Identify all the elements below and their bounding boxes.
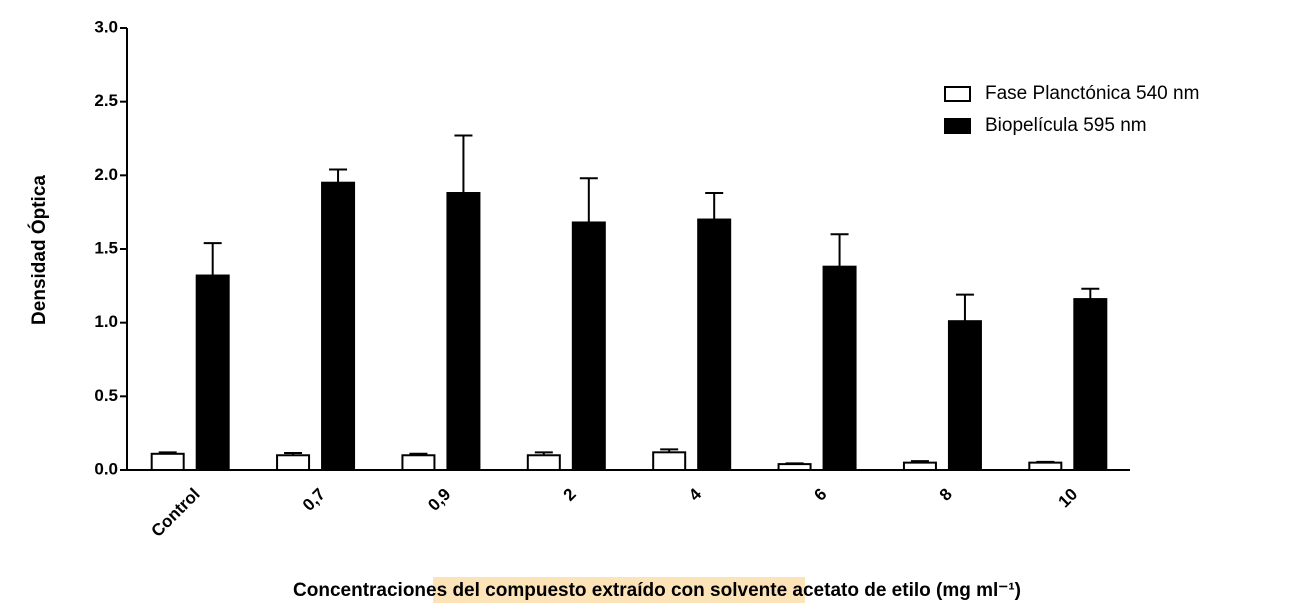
y-axis-label: Densidad Óptica <box>28 175 50 325</box>
bar <box>150 452 185 472</box>
bar <box>1073 298 1108 471</box>
bar <box>697 218 732 471</box>
y-tick-label: 2.0 <box>94 165 118 184</box>
y-tick-label: 1.5 <box>94 238 118 257</box>
bar <box>571 221 606 471</box>
y-tick-label: 0.0 <box>94 459 118 478</box>
legend-label: Biopelícula 595 nm <box>985 115 1147 136</box>
legend-swatch <box>944 118 971 134</box>
text-highlight <box>433 577 805 603</box>
bar <box>947 320 982 471</box>
x-tick-label: 4 <box>685 484 706 505</box>
y-tick-label: 1.0 <box>94 312 118 331</box>
y-tick-label: 0.5 <box>94 386 118 405</box>
x-tick-label: 10 <box>1054 485 1081 512</box>
bar <box>1028 461 1063 471</box>
y-tick-label: 3.0 <box>94 17 118 36</box>
bar <box>446 192 481 471</box>
bar <box>321 181 356 471</box>
bar <box>822 265 857 471</box>
bar <box>276 454 311 471</box>
x-tick-label: 8 <box>936 485 956 505</box>
x-tick-label: Control <box>148 485 204 541</box>
bar <box>902 461 937 471</box>
bar <box>652 451 687 472</box>
y-tick-label: 2.5 <box>94 91 118 110</box>
x-tick-label: 0,7 <box>299 485 329 515</box>
x-tick-label: 0,9 <box>424 485 454 515</box>
legend-swatch <box>944 86 971 102</box>
bar <box>777 463 812 471</box>
bar <box>401 454 436 471</box>
x-tick-label: 2 <box>560 485 580 505</box>
legend-label: Fase Planctónica 540 nm <box>985 83 1199 104</box>
bar <box>526 454 561 471</box>
x-tick-label: 6 <box>810 485 830 505</box>
bar <box>195 274 230 471</box>
x-axis-label: Concentraciones del compuesto extraído c… <box>293 580 1021 601</box>
